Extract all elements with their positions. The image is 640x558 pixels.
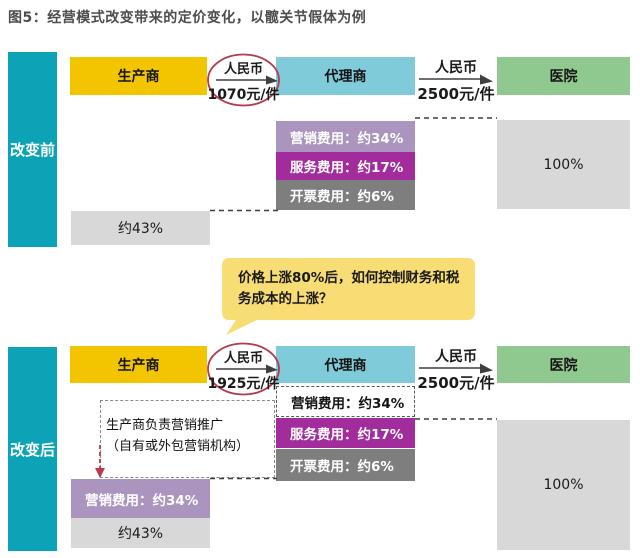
- after-producer-box: 生产商: [70, 346, 207, 383]
- after-flow2-price: 2500元/件: [417, 374, 495, 392]
- after-hospital-box: 医院: [497, 346, 630, 383]
- after-flow1-price: 1925元/件: [207, 376, 280, 392]
- after-agent-box: 代理商: [276, 346, 415, 383]
- before-hospital-total: 100%: [497, 120, 630, 209]
- after-service-cost: 服务费用：约17%: [276, 418, 415, 448]
- before-flow2-currency: 人民币: [435, 60, 477, 76]
- before-agent-box: 代理商: [276, 57, 415, 95]
- after-section-label: 改变后: [8, 347, 57, 551]
- before-flow2-price: 2500元/件: [417, 85, 495, 103]
- after-invoice-cost: 开票费用：约6%: [276, 449, 415, 481]
- before-producer-box: 生产商: [70, 57, 207, 95]
- after-flow1-currency: 人民币: [223, 351, 263, 366]
- annotation-line1: 生产商负责营销推广: [106, 418, 224, 433]
- question-bubble-text: 价格上涨80%后，如何控制财务和税务成本的上涨？: [238, 270, 460, 307]
- producer-marketing-annotation: 生产商负责营销推广 （自有或外包营销机构）: [100, 400, 275, 478]
- annotation-line2: （自有或外包营销机构）: [106, 439, 250, 454]
- before-marketing-cost: 营销费用：约34%: [276, 121, 415, 152]
- before-hospital-box: 医院: [497, 57, 630, 95]
- before-flow1-currency: 人民币: [223, 62, 263, 77]
- before-producer-share: 约43%: [71, 211, 210, 245]
- after-producer-share: 约43%: [71, 518, 210, 548]
- before-invoice-cost: 开票费用：约6%: [276, 180, 415, 210]
- after-flow2-currency: 人民币: [435, 349, 477, 365]
- figure-title: 图5：经营模式改变带来的定价变化，以髋关节假体为例: [8, 10, 367, 26]
- before-flow1-price: 1070元/件: [207, 87, 280, 103]
- before-service-cost: 服务费用：约17%: [276, 152, 415, 180]
- question-bubble: 价格上涨80%后，如何控制财务和税务成本的上涨？: [222, 258, 475, 320]
- after-marketing-cost-removed: 营销费用：约34%: [276, 386, 415, 417]
- after-hospital-total: 100%: [497, 420, 630, 550]
- before-section-label: 改变前: [8, 52, 57, 247]
- after-producer-marketing-cost: 营销费用：约34%: [71, 479, 210, 518]
